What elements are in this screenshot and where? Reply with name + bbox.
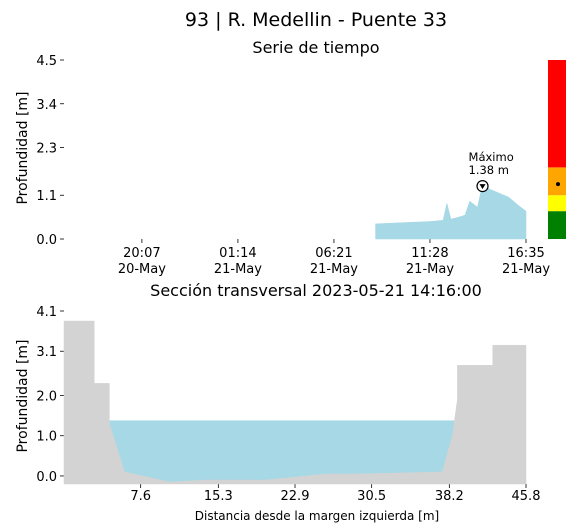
cross-section-x-label: Distancia desde la margen izquierda [m] (195, 509, 439, 523)
cross-section-x-ticks: 7.6 15.3 22.9 30.5 38.2 45.8 (130, 484, 540, 504)
x-tick-time: 11:28 (411, 246, 448, 261)
x-tick-label: 38.2 (435, 489, 464, 504)
y-tick-label: 4.5 (36, 54, 57, 69)
x-tick-label: 45.8 (512, 489, 541, 504)
y-tick-label: 3.4 (36, 98, 57, 113)
x-tick-time: 01:14 (219, 246, 256, 261)
depth-series-area (375, 183, 527, 240)
alert-level-segment (548, 167, 566, 196)
figure-title: 93 | R. Medellin - Puente 33 (185, 9, 447, 31)
x-tick-date: 20-May (118, 262, 166, 277)
y-tick-label: 2.0 (36, 389, 57, 404)
x-tick-date: 21-May (502, 262, 550, 277)
x-tick-label: 15.3 (204, 489, 233, 504)
y-tick-label: 1.1 (36, 189, 57, 204)
x-tick-date: 21-May (406, 262, 454, 277)
x-tick-date: 21-May (214, 262, 262, 277)
timeseries-subtitle: Serie de tiempo (252, 38, 379, 57)
maximum-annotation: Máximo 1.38 m (469, 150, 514, 193)
x-tick-label: 22.9 (281, 489, 310, 504)
x-tick-label: 7.6 (130, 489, 151, 504)
alert-level-segment (548, 211, 566, 239)
x-tick-date: 21-May (310, 262, 358, 277)
x-tick-time: 16:35 (507, 246, 544, 261)
y-tick-label: 0.0 (36, 233, 57, 248)
timeseries-chart: Serie de tiempo Profundidad [m] 0.0 1.1 2.… (15, 38, 566, 277)
y-tick-label: 4.1 (36, 305, 57, 320)
timeseries-x-ticks: 20:0720-May01:1421-May06:2121-May11:2821… (118, 239, 550, 277)
maximum-label: Máximo (469, 150, 514, 164)
cross-section-title: Sección transversal 2023-05-21 14:16:00 (150, 281, 482, 300)
alert-level-segment (548, 195, 566, 212)
cross-section-y-ticks: 0.0 1.0 2.0 3.1 4.1 (36, 305, 64, 485)
timeseries-series (375, 183, 527, 240)
alert-level-segment (548, 60, 566, 168)
y-tick-label: 3.1 (36, 345, 57, 360)
cross-section-chart: Sección transversal 2023-05-21 14:16:00 … (15, 281, 540, 523)
timeseries-y-label: Profundidad [m] (15, 91, 31, 204)
maximum-value: 1.38 m (469, 163, 509, 177)
y-tick-label: 1.0 (36, 430, 57, 445)
y-tick-label: 2.3 (36, 142, 57, 157)
y-tick-label: 0.0 (36, 470, 57, 485)
x-tick-label: 30.5 (357, 489, 386, 504)
alert-level-bar (548, 60, 566, 239)
maximum-marker-arrow (479, 184, 486, 190)
x-tick-time: 20:07 (123, 246, 160, 261)
cross-section-y-label: Profundidad [m] (15, 339, 31, 452)
cross-section-plot (63, 320, 527, 485)
x-tick-time: 06:21 (315, 246, 352, 261)
timeseries-y-ticks: 0.0 1.1 2.3 3.4 4.5 (36, 54, 64, 248)
current-level-dot (556, 182, 560, 187)
riverbed-terrain (63, 320, 527, 485)
